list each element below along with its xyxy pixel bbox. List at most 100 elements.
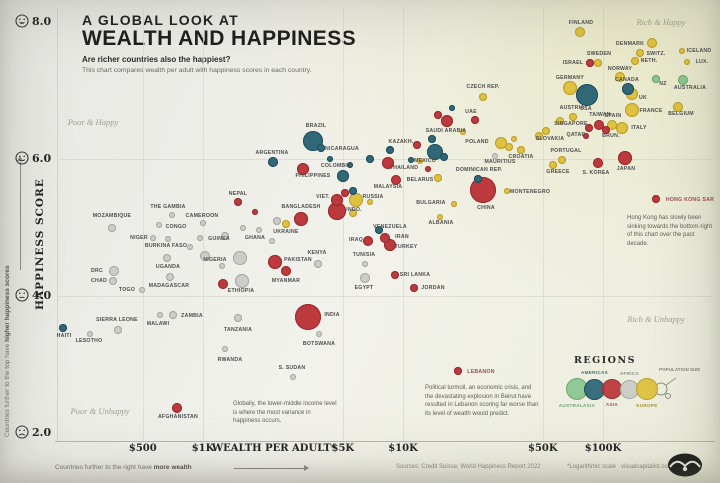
y-tick: 8.0 <box>15 14 51 28</box>
legend-label-australasia: AUSTRALASIA <box>558 403 596 408</box>
country-label: CHINA <box>477 205 495 211</box>
data-point-uae <box>471 116 480 124</box>
data-point-lesotho <box>86 330 93 337</box>
data-point-slovakia <box>535 132 544 141</box>
country-label: KENYA <box>307 250 327 256</box>
country-label: LESOTHO <box>75 338 103 344</box>
country-label: BELARUS <box>406 177 434 183</box>
country-label: SLOVAKIA <box>535 136 565 142</box>
x-axis-line <box>55 441 715 442</box>
data-point-ukraine <box>282 220 290 229</box>
data-point <box>218 262 225 269</box>
x-tick-label: $500 <box>128 443 157 454</box>
data-point-pakistan <box>268 255 283 270</box>
country-label: SAUDI ARABIA <box>425 128 467 134</box>
data-point-bangladesh <box>294 211 309 226</box>
legend-label-asia: ASIA <box>605 402 619 407</box>
country-label: POLAND <box>465 139 489 145</box>
legend-circle-europe <box>636 378 658 400</box>
country-label: BURKINA FASO <box>144 243 188 249</box>
data-point-jordan <box>409 283 418 292</box>
data-point <box>255 227 262 234</box>
data-point-philippines <box>296 162 309 175</box>
x-tick-label: $1K <box>191 443 215 454</box>
data-point-lux- <box>684 59 690 66</box>
data-point-hong-kong-sar <box>652 195 660 204</box>
data-point <box>326 156 333 162</box>
country-label: VENEZUELA <box>373 224 407 230</box>
country-label: DENMARK <box>615 41 645 47</box>
data-point-dominican-rep- <box>473 174 482 183</box>
country-label: JAPAN <box>616 166 636 172</box>
country-label: UKRAINE <box>273 229 299 235</box>
country-label: NICARAGUA <box>325 146 359 152</box>
data-point-iraq <box>363 236 374 247</box>
x-axis-title: WEALTH PER ADULT* <box>211 443 337 454</box>
country-label: CANADA <box>615 77 639 83</box>
country-label: AUSTRALIA <box>673 85 707 91</box>
country-label: SIERRA LEONE <box>96 317 138 323</box>
legend-label-americas: AMERICAS <box>581 369 608 375</box>
country-label: SWEDEN <box>586 51 612 57</box>
data-point-botswana <box>316 330 322 337</box>
y-caption-arrow-head <box>17 156 23 161</box>
country-label: MOZAMBIQUE <box>92 213 132 219</box>
data-point-cameroon <box>200 219 206 226</box>
data-point <box>239 225 246 232</box>
data-point-austria <box>569 112 578 121</box>
y-tick-label: 6.0 <box>32 151 52 165</box>
data-point-s-korea <box>592 158 603 169</box>
data-point-japan <box>618 151 633 166</box>
country-label: MALAYSIA <box>373 184 403 190</box>
data-point-nz <box>652 74 660 83</box>
data-point-the-gambia <box>169 212 175 219</box>
country-label: MALAWI <box>146 321 170 327</box>
data-point-saudi-arabia <box>441 115 453 128</box>
data-point <box>385 146 394 155</box>
y-tick: 4.0 <box>15 288 51 302</box>
data-point-belarus <box>434 173 443 182</box>
data-point-taiwan <box>593 120 604 131</box>
data-point-zambia <box>169 311 178 320</box>
data-point-iceland <box>678 47 685 54</box>
data-point-congo <box>155 221 162 228</box>
lebanon-annotation: Political turmoil, an economic crisis, a… <box>425 385 539 418</box>
data-point-mauritius <box>491 153 498 160</box>
data-point-switz- <box>635 48 644 57</box>
visualcapitalist-logo <box>668 453 702 477</box>
country-label: ISRAEL <box>562 60 584 66</box>
data-point <box>556 117 565 126</box>
data-point-ghana <box>268 237 275 244</box>
data-point-togo <box>138 286 145 293</box>
data-point-iran <box>379 232 390 243</box>
data-point-viet- <box>331 194 344 207</box>
country-label: DOMINICAN REP. <box>455 167 503 173</box>
country-label: AUSTRIA <box>559 105 585 111</box>
data-point-guinea <box>197 234 204 241</box>
data-point-malawi <box>157 312 164 319</box>
data-point-norway <box>615 71 626 82</box>
country-label: MEXICO <box>414 158 436 164</box>
grin-face-icon <box>15 14 29 28</box>
country-label: MAURITIUS <box>484 159 516 165</box>
x-tick-label: $10K <box>388 443 418 454</box>
country-label: NIGERIA <box>203 257 227 263</box>
scale-note: *Logarithmic scale <box>567 464 617 470</box>
country-label: HONG KONG SAR <box>665 197 715 203</box>
data-point-ethiopia <box>235 273 250 288</box>
country-label: CAMEROON <box>185 213 219 219</box>
country-label: IRAQ <box>349 237 363 243</box>
data-point <box>460 129 467 136</box>
country-label: MYANMAR <box>271 278 301 284</box>
data-point-nepal <box>234 198 243 207</box>
data-point-india <box>295 303 321 330</box>
country-label: UK <box>639 95 647 101</box>
data-point-greece <box>548 160 557 169</box>
country-label: HAITI <box>56 333 72 339</box>
data-point-lebanon <box>453 367 462 376</box>
country-label: VIET. <box>316 194 330 200</box>
data-point <box>346 161 353 168</box>
data-point-nigeria <box>232 250 247 265</box>
data-point-thailand <box>381 157 394 170</box>
